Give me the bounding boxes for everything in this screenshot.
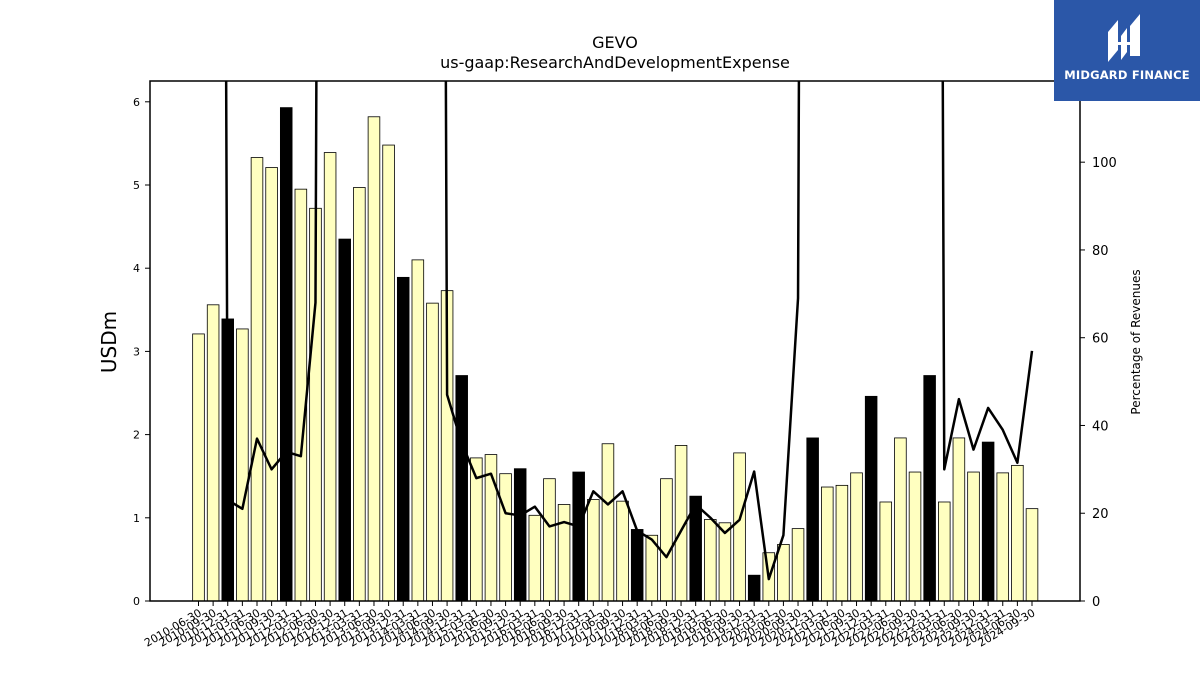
bar-2014-03-31	[411, 259, 425, 602]
bar-2010-09-30	[206, 304, 220, 602]
bar-2014-06-30	[426, 302, 439, 602]
y-axis-left: 0 1 2 3 4 5 6	[133, 96, 150, 608]
bar-2022-03-31	[879, 501, 893, 602]
revenue-percentage-line	[224, 81, 1034, 581]
bar-2022-06-30	[894, 437, 907, 602]
y-tick-label: 6	[133, 96, 140, 109]
bar-2020-12-31	[806, 437, 819, 602]
bar-2012-09-30	[323, 152, 337, 602]
bar-series	[192, 107, 1039, 602]
bar-2023-09-30	[967, 471, 980, 602]
bar-2010-06-30	[192, 333, 205, 602]
bar-2015-12-31	[513, 468, 527, 602]
bar-2019-06-30	[718, 522, 732, 602]
bar-2019-03-31	[704, 519, 717, 602]
bar-2022-12-31	[923, 375, 936, 602]
y2-tick-label: 100	[1092, 156, 1117, 171]
line-series	[224, 81, 1034, 581]
bar-2021-03-31	[821, 486, 834, 602]
bar-2011-03-31	[236, 328, 249, 602]
bar-2016-12-31	[572, 471, 585, 602]
bar-2024-06-30	[1011, 464, 1024, 602]
bar-2022-09-30	[908, 471, 922, 602]
bar-2015-09-30	[499, 473, 512, 602]
chart-subtitle: us-gaap:ResearchAndDevelopmentExpense	[440, 53, 790, 72]
y2-tick-label: 80	[1092, 244, 1109, 259]
bar-2017-12-31	[630, 529, 644, 602]
chart-title: GEVO	[592, 33, 638, 52]
bar-2019-12-31	[747, 574, 761, 602]
bar-2021-06-30	[835, 484, 849, 602]
bar-2013-03-31	[353, 187, 366, 602]
bar-2016-06-30	[543, 478, 556, 602]
y-axis-right: 0 20 40 60 80 100	[1080, 156, 1117, 610]
bar-2013-06-30	[367, 116, 381, 602]
y-tick-label: 5	[133, 179, 140, 192]
bar-2011-12-31	[279, 107, 293, 602]
bar-2012-12-31	[338, 238, 351, 602]
midgard-m-logo-icon	[1108, 14, 1140, 62]
y-tick-label: 2	[133, 429, 140, 442]
midgard-finance-logo: MIDGARD FINANCE	[1054, 0, 1200, 101]
logo-text: MIDGARD FINANCE	[1064, 68, 1190, 82]
bar-2021-12-31	[864, 395, 878, 602]
bar-2018-06-30	[660, 478, 673, 602]
y2-tick-label: 20	[1092, 507, 1109, 522]
bar-2024-03-31	[996, 472, 1010, 602]
bar-2011-06-30	[250, 157, 264, 602]
y2-axis-label: Percentage of Revenues	[1129, 269, 1143, 414]
bar-2019-09-30	[733, 452, 746, 602]
bar-2021-09-30	[850, 472, 863, 602]
plot-frame	[149, 80, 1081, 602]
bar-2013-12-31	[396, 276, 410, 602]
y2-tick-label: 60	[1092, 332, 1109, 347]
bar-2014-12-31	[455, 375, 468, 602]
y-tick-label: 3	[133, 345, 140, 358]
y2-tick-label: 40	[1092, 419, 1109, 434]
bar-2023-12-31	[981, 441, 995, 602]
bar-2011-09-30	[265, 167, 278, 602]
bar-2017-06-30	[601, 443, 615, 602]
y-tick-label: 4	[133, 262, 140, 275]
bar-2017-09-30	[616, 500, 629, 602]
y-tick-label: 1	[133, 512, 140, 525]
bar-2016-09-30	[557, 504, 571, 602]
bar-2020-06-30	[777, 544, 790, 602]
bar-2016-03-31	[528, 514, 542, 602]
bar-2024-09-30	[1025, 508, 1039, 602]
bar-2023-06-30	[952, 437, 966, 602]
y-tick-label: 0	[133, 595, 140, 608]
y-axis-label: USDm	[97, 311, 121, 373]
bar-2013-09-30	[382, 144, 395, 602]
y2-tick-label: 0	[1092, 595, 1100, 610]
bar-2017-03-31	[587, 499, 600, 602]
bar-2023-03-31	[938, 501, 951, 602]
bar-2020-09-30	[791, 528, 805, 602]
bar-2012-03-31	[294, 188, 308, 602]
x-axis: 2010-06-302010-09-302010-12-312011-03-31…	[142, 601, 1038, 650]
